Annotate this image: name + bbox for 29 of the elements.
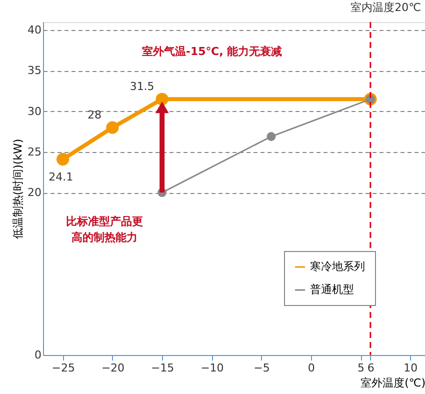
x-tick-label: −25 [52,362,75,374]
point [156,92,168,106]
x-tick-label: −20 [101,362,125,374]
y-tick-label: 30 [28,104,42,118]
text: 室内温度20℃ [350,1,421,14]
annotation: 比标准型产品更高的制热能力 [66,215,143,244]
x-tick-label: −15 [150,362,174,374]
x-tick-label: 5 [358,362,365,374]
data-label: 28 [87,108,102,122]
legend-label: 普通机型 [310,283,354,296]
y-tick-label: 40 [28,24,42,37]
x-axis-title: 室外温度(℃) [360,376,425,390]
legend-label: 寒冷地系列 [310,260,365,273]
x-tick-label: 10 [404,362,418,374]
data-label: 31.5 [130,80,154,94]
y-tick-label: 25 [28,145,42,158]
point [266,132,276,141]
x-tick-label: −5 [254,362,270,374]
x-tick-label: −10 [200,362,224,374]
y-tick-label: 0 [34,348,42,362]
x-tick-label: 6 [367,362,374,374]
annotation: 室外气温-15℃, 能力无衰减 [142,45,282,58]
point [56,152,70,166]
y-tick-label: 20 [28,186,42,200]
point [106,121,119,134]
y-tick-label: 35 [28,64,42,78]
x-tick-label: 0 [308,362,315,374]
y-axis-title: 低温制热(时间)(kW) [12,138,25,240]
data-label: 24.1 [48,170,74,184]
